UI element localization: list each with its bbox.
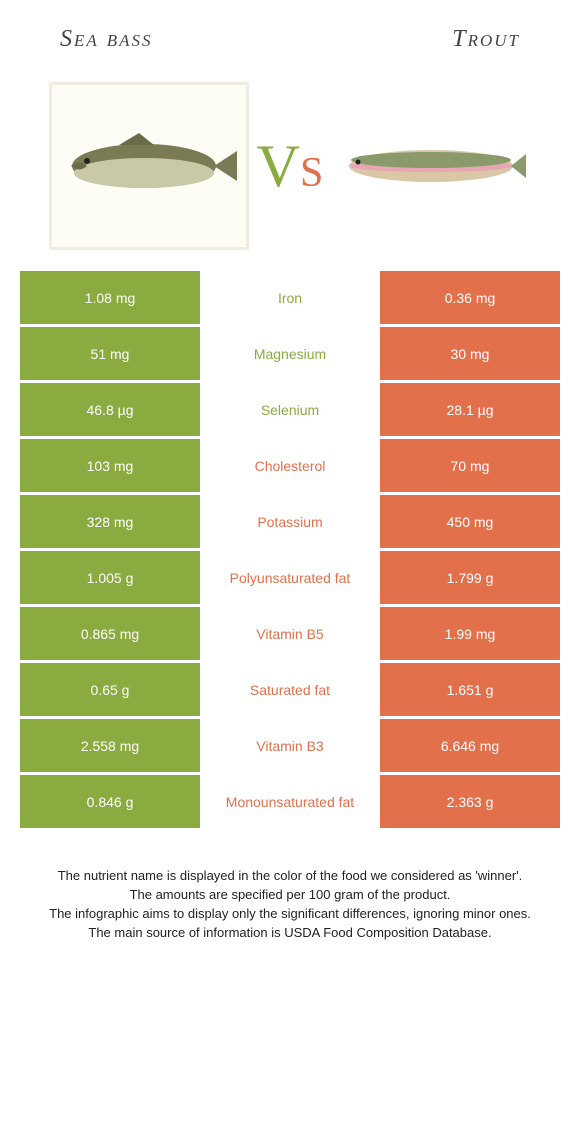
header: Sea bass Trout: [0, 0, 580, 71]
table-row: 2.558 mgVitamin B36.646 mg: [20, 719, 560, 772]
value-left: 328 mg: [20, 495, 200, 548]
table-row: 51 mgMagnesium30 mg: [20, 327, 560, 380]
nutrient-name: Magnesium: [200, 327, 380, 380]
footer-notes: The nutrient name is displayed in the co…: [0, 831, 580, 942]
table-row: 0.65 gSaturated fat1.651 g: [20, 663, 560, 716]
table-row: 103 mgCholesterol70 mg: [20, 439, 560, 492]
nutrient-name: Cholesterol: [200, 439, 380, 492]
table-row: 1.005 gPolyunsaturated fat1.799 g: [20, 551, 560, 604]
value-left: 1.08 mg: [20, 271, 200, 324]
nutrient-name: Polyunsaturated fat: [200, 551, 380, 604]
nutrient-name: Vitamin B3: [200, 719, 380, 772]
footer-line-1: The nutrient name is displayed in the co…: [36, 867, 544, 886]
nutrient-name: Selenium: [200, 383, 380, 436]
value-right: 70 mg: [380, 439, 560, 492]
vs-s: s: [300, 133, 323, 199]
value-left: 0.865 mg: [20, 607, 200, 660]
value-right: 0.36 mg: [380, 271, 560, 324]
title-right: Trout: [452, 26, 520, 53]
vs-v: V: [257, 133, 300, 199]
table-row: 46.8 µgSelenium28.1 µg: [20, 383, 560, 436]
value-right: 450 mg: [380, 495, 560, 548]
comparison-table: 1.08 mgIron0.36 mg51 mgMagnesium30 mg46.…: [0, 271, 580, 828]
value-left: 51 mg: [20, 327, 200, 380]
title-left: Sea bass: [60, 26, 153, 53]
value-right: 1.651 g: [380, 663, 560, 716]
value-left: 103 mg: [20, 439, 200, 492]
value-right: 2.363 g: [380, 775, 560, 828]
value-left: 0.846 g: [20, 775, 200, 828]
nutrient-name: Potassium: [200, 495, 380, 548]
value-left: 46.8 µg: [20, 383, 200, 436]
value-left: 0.65 g: [20, 663, 200, 716]
value-right: 28.1 µg: [380, 383, 560, 436]
footer-line-2: The amounts are specified per 100 gram o…: [36, 886, 544, 905]
nutrient-name: Monounsaturated fat: [200, 775, 380, 828]
table-row: 328 mgPotassium450 mg: [20, 495, 560, 548]
value-left: 2.558 mg: [20, 719, 200, 772]
vs-row: Vs: [0, 71, 580, 271]
vs-label: Vs: [257, 132, 324, 201]
value-left: 1.005 g: [20, 551, 200, 604]
footer-line-4: The main source of information is USDA F…: [36, 924, 544, 943]
fish-image-right: [331, 82, 531, 250]
footer-line-3: The infographic aims to display only the…: [36, 905, 544, 924]
nutrient-name: Vitamin B5: [200, 607, 380, 660]
value-right: 6.646 mg: [380, 719, 560, 772]
table-row: 1.08 mgIron0.36 mg: [20, 271, 560, 324]
table-row: 0.846 gMonounsaturated fat2.363 g: [20, 775, 560, 828]
value-right: 1.799 g: [380, 551, 560, 604]
table-row: 0.865 mgVitamin B51.99 mg: [20, 607, 560, 660]
value-right: 30 mg: [380, 327, 560, 380]
nutrient-name: Saturated fat: [200, 663, 380, 716]
nutrient-name: Iron: [200, 271, 380, 324]
value-right: 1.99 mg: [380, 607, 560, 660]
fish-image-left: [49, 82, 249, 250]
